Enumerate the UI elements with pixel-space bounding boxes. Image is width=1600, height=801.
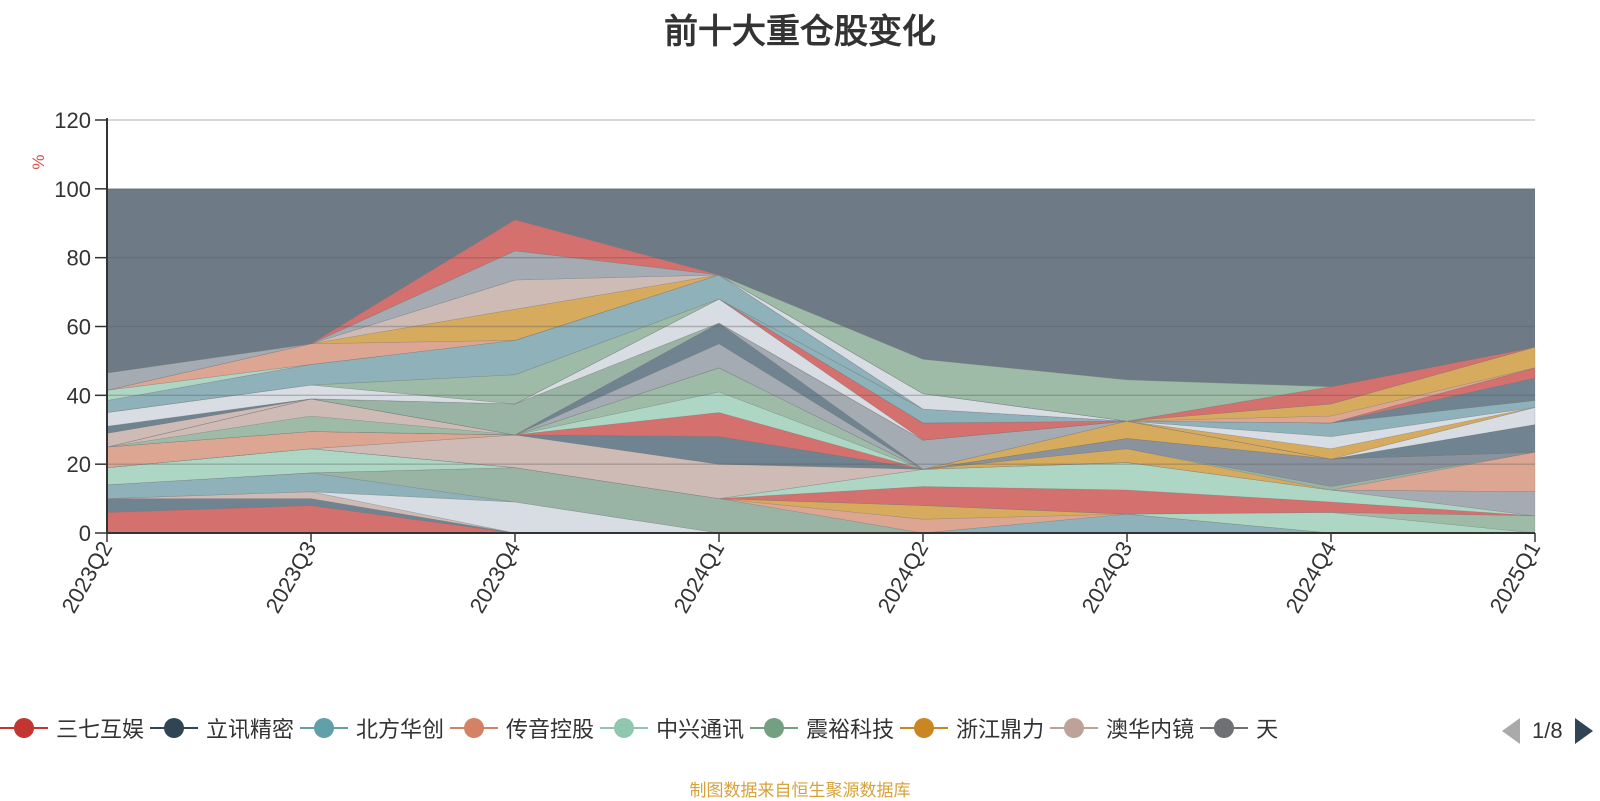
legend-marker-icon bbox=[600, 718, 649, 738]
area-series-33[interactable] bbox=[106, 298, 1536, 460]
legend-item[interactable]: 澳华内镜 bbox=[1050, 712, 1194, 744]
area-series-48[interactable] bbox=[106, 250, 1536, 422]
x-tick-label: 2024Q1 bbox=[669, 537, 730, 617]
y-tick-label: 120 bbox=[54, 108, 91, 133]
legend-item[interactable]: 天 bbox=[1200, 712, 1278, 744]
legend-item[interactable]: 立讯精密 bbox=[150, 712, 294, 744]
y-tick-label: 40 bbox=[67, 383, 91, 408]
legend-prev-icon[interactable] bbox=[1500, 714, 1524, 748]
y-tick-label: 0 bbox=[79, 521, 91, 546]
legend-marker-icon bbox=[300, 718, 349, 738]
legend-label: 澳华内镜 bbox=[1106, 717, 1195, 742]
y-tick-label: 60 bbox=[67, 315, 91, 340]
legend-marker-icon bbox=[900, 718, 949, 738]
legend-marker-icon bbox=[1200, 718, 1249, 738]
area-series-41[interactable] bbox=[106, 274, 1536, 424]
legend-item[interactable]: 中兴通讯 bbox=[600, 712, 744, 744]
legend-marker-icon bbox=[750, 718, 799, 738]
legend-label: 三七互娱 bbox=[56, 717, 145, 742]
area-series-50[interactable] bbox=[106, 219, 1536, 388]
y-axis-unit: % bbox=[29, 154, 48, 169]
legend-marker-icon bbox=[450, 718, 499, 738]
legend-item[interactable]: 浙江鼎力 bbox=[900, 712, 1044, 744]
stacked-area-chart: 0 20 40 60 80 100 120 2023Q2 2023Q3 2023Q4 2024Q1 2… bbox=[29, 108, 1545, 617]
x-tick-label: 2025Q1 bbox=[1485, 537, 1546, 617]
x-tick-label: 2024Q3 bbox=[1077, 537, 1138, 617]
y-tick-label: 20 bbox=[67, 452, 91, 477]
x-tick-label: 2024Q2 bbox=[873, 537, 934, 617]
x-tick-label: 2023Q3 bbox=[261, 537, 322, 617]
legend-label: 天 bbox=[1256, 717, 1279, 742]
legend-label: 立讯精密 bbox=[206, 717, 295, 742]
legend-item[interactable]: 传音控股 bbox=[450, 712, 594, 744]
chart-title: 前十大重仓股变化 bbox=[664, 13, 936, 51]
legend-pager: 1/8 bbox=[1500, 714, 1595, 748]
legend-label: 中兴通讯 bbox=[656, 717, 745, 742]
legend-item[interactable]: 震裕科技 bbox=[750, 712, 894, 744]
legend-label: 浙江鼎力 bbox=[956, 717, 1045, 742]
area-series-25[interactable] bbox=[106, 367, 1536, 470]
legend-item[interactable]: 三七互娱 bbox=[0, 712, 144, 744]
legend-marker-icon bbox=[1050, 718, 1099, 738]
y-tick-label: 80 bbox=[67, 246, 91, 271]
legend-marker-icon bbox=[150, 718, 199, 738]
area-series-42[interactable] bbox=[106, 274, 1536, 424]
area-series-37[interactable] bbox=[106, 298, 1536, 437]
area-series-36[interactable] bbox=[106, 298, 1536, 450]
legend-label: 北方华创 bbox=[356, 717, 445, 742]
legend-marker-icon bbox=[0, 718, 48, 738]
legend-label: 传音控股 bbox=[506, 717, 595, 742]
x-tick-label: 2023Q2 bbox=[57, 537, 118, 617]
legend-item[interactable]: 北方华创 bbox=[300, 712, 444, 744]
plot-area: 0 20 40 60 80 100 120 2023Q2 2023Q3 2023Q4 2024Q1 2… bbox=[54, 108, 1545, 617]
legend-next-icon[interactable] bbox=[1571, 714, 1595, 748]
area-series-45[interactable] bbox=[106, 274, 1536, 422]
y-tick-label: 100 bbox=[54, 177, 91, 202]
x-tick-label: 2024Q4 bbox=[1281, 537, 1342, 617]
legend: 三七互娱 立讯精密 北方华创 传音控股 中兴通讯 震裕科技 浙江鼎力 澳华内镜 天 bbox=[0, 712, 1500, 756]
legend-page-indicator: 1/8 bbox=[1532, 718, 1563, 743]
source-note: 制图数据来自恒生聚源数据库 bbox=[689, 781, 911, 800]
legend-label: 震裕科技 bbox=[806, 717, 895, 742]
x-tick-label: 2023Q4 bbox=[465, 537, 526, 617]
